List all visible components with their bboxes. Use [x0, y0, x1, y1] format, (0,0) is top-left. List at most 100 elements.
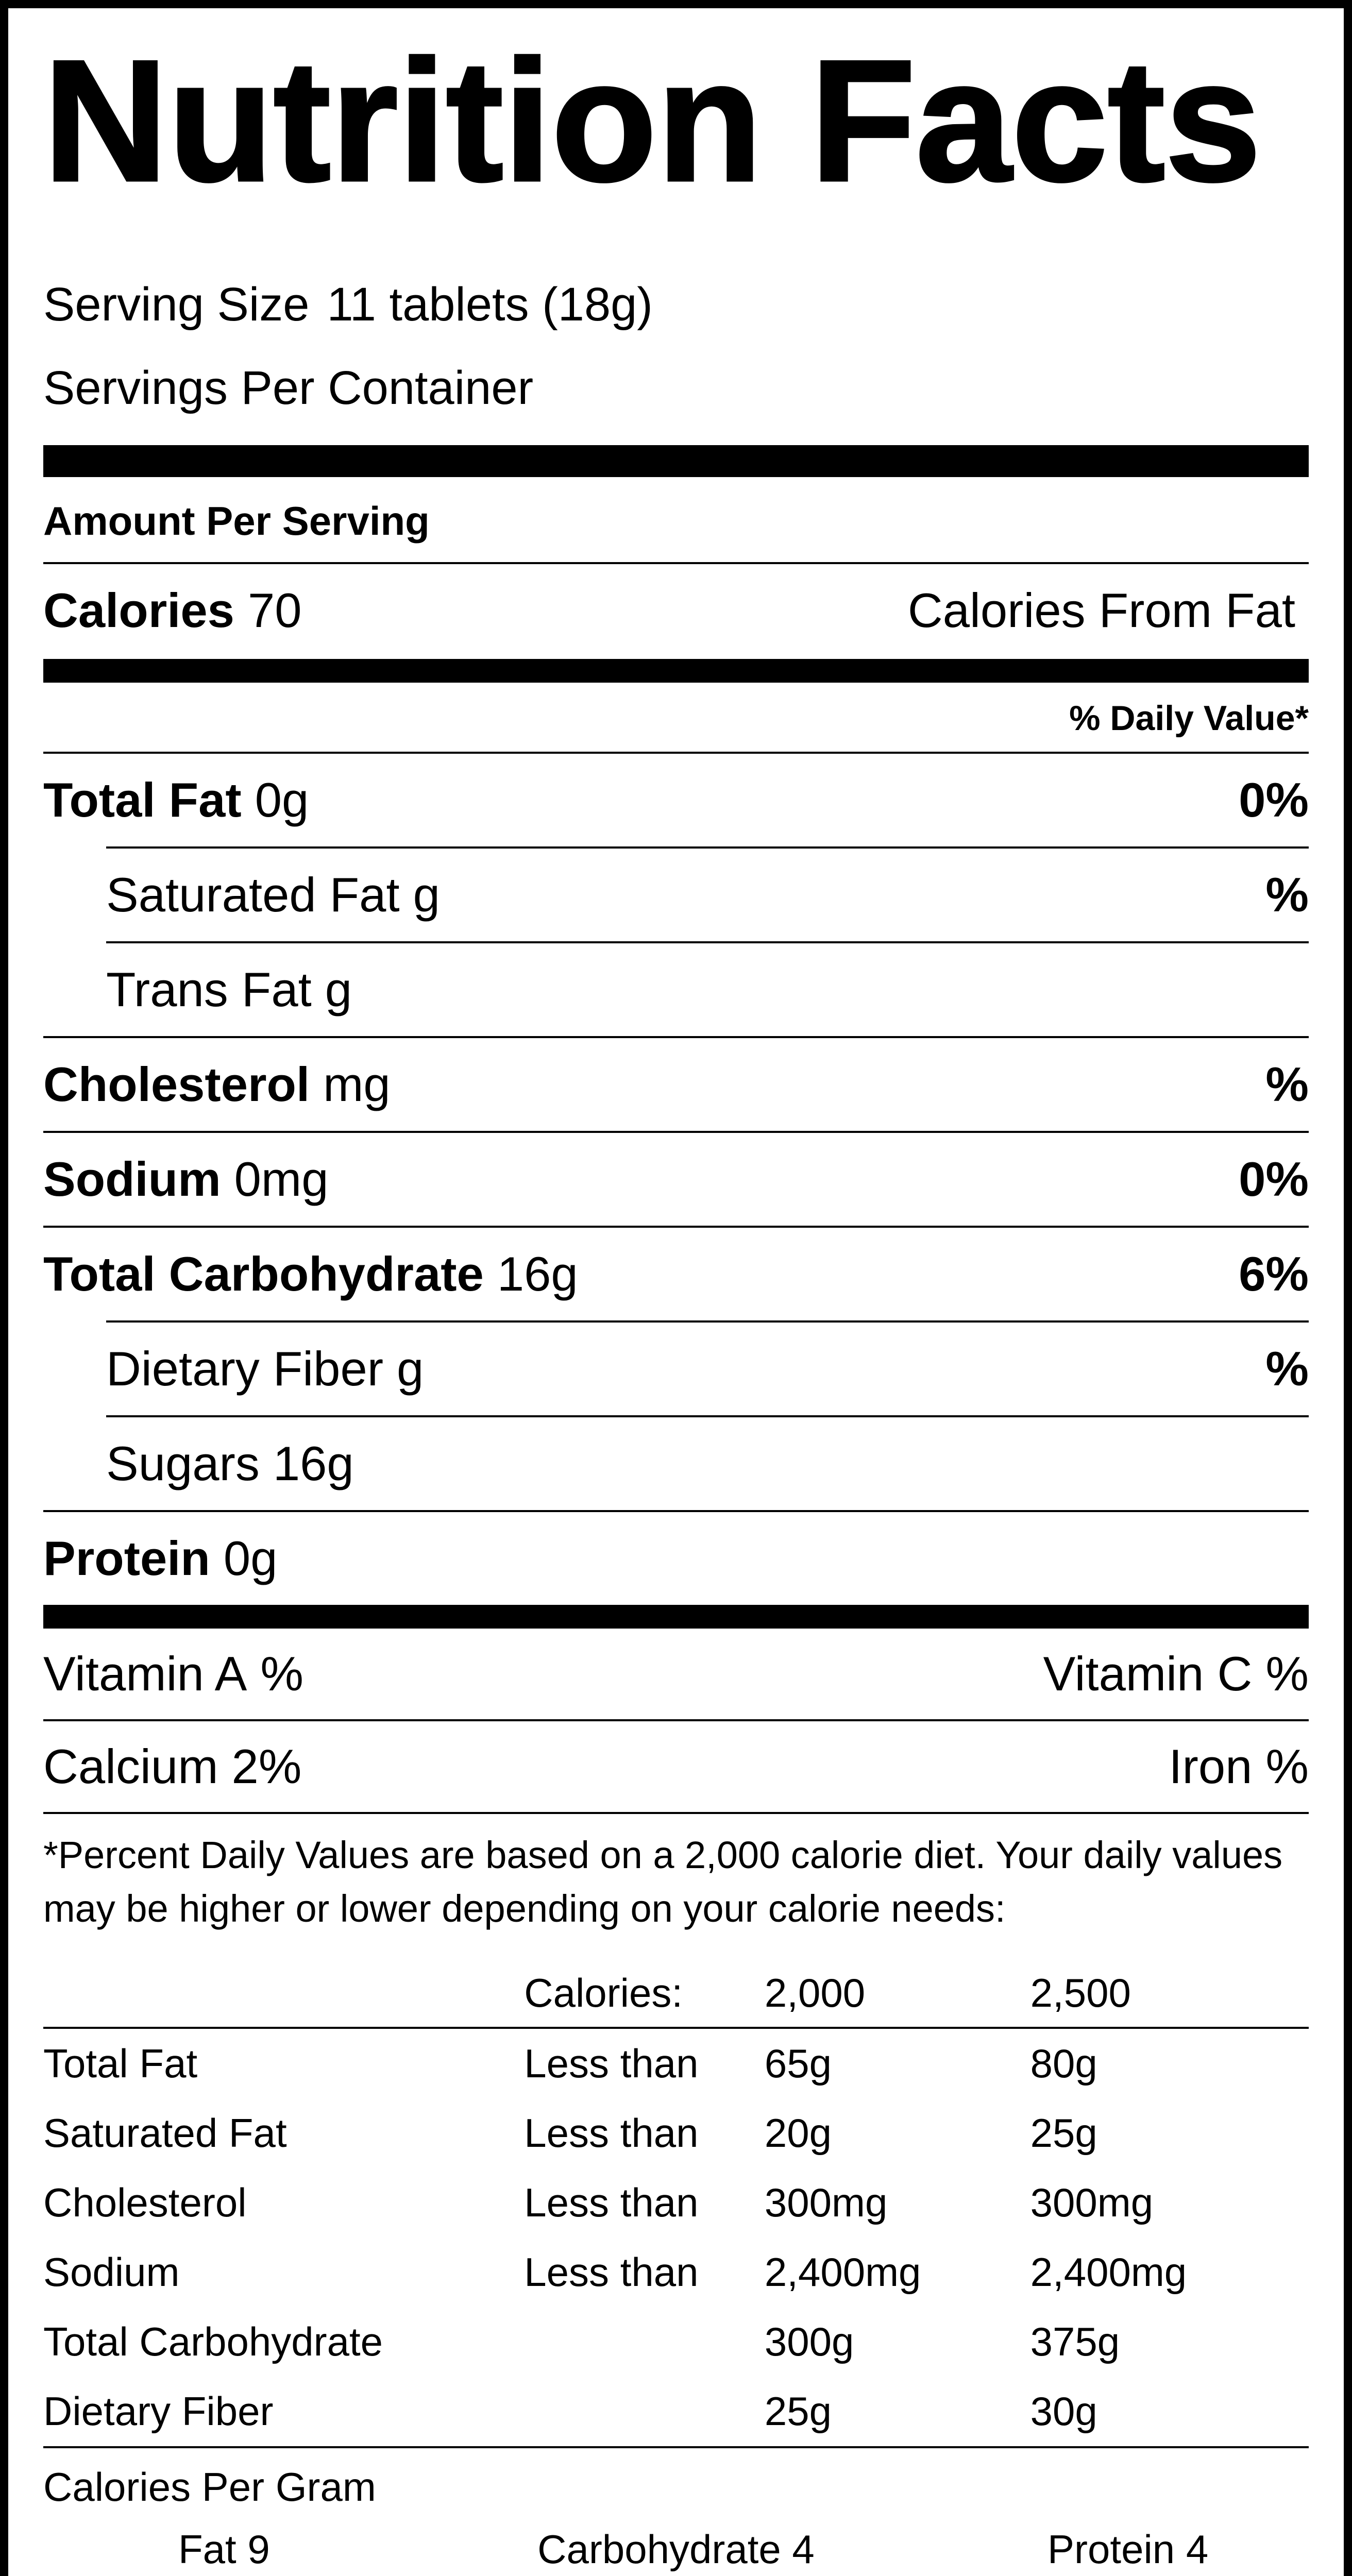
nutrient-amount: 16g: [497, 1247, 578, 1301]
label-title: Nutrition Facts: [42, 24, 1263, 217]
table-cell-2500: 30g: [1030, 2388, 1097, 2434]
iron-value: %: [1265, 1739, 1309, 1794]
nutrient-name: Sugars: [106, 1436, 260, 1491]
table-cell-2000: 20g: [764, 2110, 832, 2156]
table-cell-qualifier: [524, 2388, 765, 2435]
table-cell-2500: 300mg: [1030, 2179, 1154, 2225]
nutrient-name: Sodium: [43, 1152, 221, 1207]
micronutrient-row-minerals: Calcium 2% Iron%: [43, 1719, 1309, 1812]
table-cell-2500: 80g: [1030, 2040, 1097, 2086]
table-row-cholesterol: Cholesterol Less than 300mg 300mg: [43, 2168, 1309, 2238]
table-cell-2500: 25g: [1030, 2110, 1097, 2156]
nutrient-name: Total Carbohydrate: [43, 1247, 484, 1301]
nutrient-text: Protein 0g: [43, 1531, 277, 1586]
table-cell-2500: 2,400mg: [1030, 2249, 1187, 2295]
nutrient-text: Saturated Fat g: [106, 867, 440, 923]
header-cell-blank: [43, 1970, 524, 2016]
vitamin-c-label: Vitamin C: [1043, 1647, 1253, 1701]
table-cell-name: Total Carbohydrate: [43, 2318, 383, 2364]
nutrient-row-total-carbohydrate: Total Carbohydrate 16g 6%: [43, 1226, 1309, 1320]
calcium-value: 2%: [231, 1739, 302, 1794]
table-row-saturated-fat: Saturated Fat Less than 20g 25g: [43, 2098, 1309, 2168]
nutrient-text: Sodium 0mg: [43, 1151, 329, 1207]
nutrient-row-trans-fat: Trans Fat g: [106, 941, 1309, 1036]
vitamin-a: Vitamin A%: [43, 1646, 303, 1702]
calcium-label: Calcium: [43, 1739, 218, 1794]
nutrient-dv: %: [1265, 1342, 1309, 1396]
table-cell-qualifier: Less than: [524, 2249, 699, 2295]
nutrient-amount: g: [413, 868, 440, 922]
vitamin-a-value: %: [260, 1647, 303, 1701]
serving-size-value: 11 tablets (18g): [327, 278, 653, 331]
micronutrients-section: Vitamin A% Vitamin C% Calcium 2% Iron%: [43, 1629, 1309, 1815]
vitamin-a-label: Vitamin A: [43, 1647, 247, 1701]
nutrient-name: Cholesterol: [43, 1057, 310, 1112]
nutrient-row-dietary-fiber: Dietary Fiber g %: [106, 1320, 1309, 1415]
footnote-text: *Percent Daily Values are based on a 2,0…: [43, 1834, 1283, 1930]
nutrient-dv: %: [1265, 868, 1309, 922]
nutrient-amount: g: [397, 1342, 424, 1396]
nutrient-row-sodium: Sodium 0mg 0%: [43, 1131, 1309, 1226]
header-cell-2000: 2,000: [764, 1970, 866, 2015]
table-cell-qualifier: Less than: [524, 2040, 699, 2086]
cpg-carbohydrate: Carbohydrate 4: [537, 2526, 815, 2572]
table-cell-name: Total Fat: [43, 2040, 198, 2086]
nutrient-dv: 0%: [1239, 773, 1309, 827]
nutrient-amount: 0g: [255, 773, 309, 827]
calories-row: Calories 70 Calories From Fat: [43, 564, 1309, 659]
table-cell-qualifier: Less than: [524, 2179, 699, 2225]
nutrient-row-cholesterol: Cholesterol mg %: [43, 1036, 1309, 1131]
thick-separator-bar-top: [43, 445, 1309, 478]
nutrient-amount: 16g: [273, 1436, 354, 1491]
table-cell-name: Saturated Fat: [43, 2110, 287, 2156]
iron-label: Iron: [1169, 1739, 1253, 1794]
cpg-fat: Fat 9: [178, 2526, 270, 2572]
table-cell-name: Sodium: [43, 2249, 180, 2295]
table-row-dietary-fiber: Dietary Fiber 25g 30g: [43, 2377, 1309, 2446]
serving-size-label: Serving Size: [43, 278, 310, 331]
nutrient-text: Total Fat 0g: [43, 772, 309, 828]
servings-per-container: Servings Per Container: [43, 362, 534, 415]
nutrient-name: Total Fat: [43, 773, 242, 827]
header-cell-calories: Calories:: [524, 1970, 683, 2015]
table-cell-2000: 300g: [764, 2318, 854, 2364]
daily-value-reference-table: Calories: 2,000 2,500 Total Fat Less tha…: [43, 1956, 1309, 2448]
table-row-total-fat: Total Fat Less than 65g 80g: [43, 2029, 1309, 2098]
calories-from-fat-label: Calories From Fat: [907, 583, 1295, 638]
table-cell-2000: 2,400mg: [764, 2249, 921, 2295]
nutrient-row-protein: Protein 0g: [43, 1510, 1309, 1605]
serving-size-row: Serving Size 11 tablets (18g): [43, 276, 1309, 333]
thick-separator-bar-bottom: [43, 1605, 1309, 1629]
nutrient-name: Dietary Fiber: [106, 1342, 384, 1396]
table-cell-qualifier: Less than: [524, 2110, 699, 2156]
table-cell-name: Cholesterol: [43, 2179, 247, 2225]
nutrient-amount: 0g: [223, 1531, 278, 1586]
nutrient-text: Sugars 16g: [106, 1436, 354, 1492]
cpg-protein: Protein 4: [1047, 2526, 1209, 2572]
nutrient-amount: mg: [323, 1057, 391, 1112]
table-cell-qualifier: [524, 2318, 765, 2365]
nutrient-text: Dietary Fiber g: [106, 1341, 424, 1397]
table-cell-2000: 25g: [764, 2388, 832, 2434]
vitamin-c-value: %: [1265, 1647, 1309, 1701]
calcium: Calcium 2%: [43, 1739, 301, 1794]
nutrient-name: Saturated Fat: [106, 868, 400, 922]
vitamin-c: Vitamin C%: [1043, 1646, 1309, 1702]
header-cell-2500: 2,500: [1030, 1970, 1131, 2015]
calories-right: Calories From Fat: [908, 583, 1309, 638]
nutrient-row-saturated-fat: Saturated Fat g %: [106, 846, 1309, 941]
table-cell-2000: 300mg: [764, 2179, 888, 2225]
thick-separator-bar-middle: [43, 659, 1309, 683]
table-cell-2000: 65g: [764, 2040, 832, 2086]
nutrient-name: Protein: [43, 1531, 210, 1586]
calories-label: Calories: [43, 583, 234, 638]
table-header-row: Calories: 2,000 2,500: [43, 1956, 1309, 2029]
calories-value: 70: [247, 583, 302, 638]
nutrient-dv: %: [1265, 1057, 1309, 1112]
amount-per-serving-heading: Amount Per Serving: [43, 477, 1309, 565]
nutrient-dv: 6%: [1239, 1247, 1309, 1301]
nutrient-row-sugars: Sugars 16g: [106, 1415, 1309, 1510]
calories-per-gram-row: Fat 9 Carbohydrate 4 Protein 4: [43, 2519, 1309, 2576]
nutrient-text: Cholesterol mg: [43, 1057, 391, 1112]
